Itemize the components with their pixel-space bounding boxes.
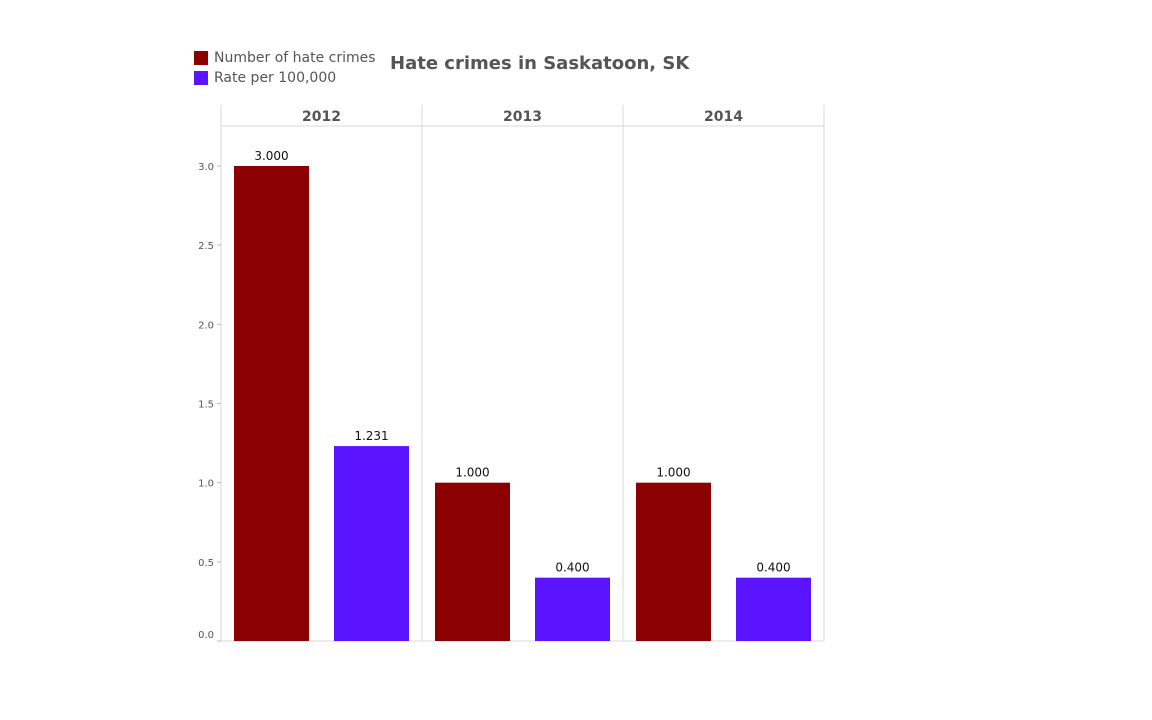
- y-tick-label: 3.0: [198, 162, 214, 173]
- panel-header-label: 2013: [503, 109, 542, 125]
- bar: [435, 482, 510, 641]
- panel-header-label: 2012: [302, 109, 341, 125]
- y-tick-label: 0.5: [198, 558, 214, 569]
- bar-value-label: 0.400: [756, 561, 790, 575]
- y-tick-label: 2.5: [198, 241, 214, 252]
- legend-swatch-hate-crimes: [194, 51, 208, 65]
- bar-value-label: 1.000: [656, 466, 690, 480]
- y-tick-label: 0.0: [198, 630, 214, 641]
- bar: [334, 446, 409, 641]
- y-tick-label: 1.5: [198, 400, 214, 411]
- y-tick-label: 1.0: [198, 479, 214, 490]
- legend-label-hate-crimes: Number of hate crimes: [214, 50, 376, 66]
- bar-value-label: 0.400: [555, 561, 589, 575]
- bar-value-label: 1.231: [354, 429, 388, 443]
- bar: [535, 577, 610, 641]
- panel-header-label: 2014: [704, 109, 743, 125]
- bar-value-label: 3.000: [254, 149, 288, 163]
- legend-item-hate-crimes: Number of hate crimes: [194, 50, 376, 66]
- legend-label-rate: Rate per 100,000: [214, 70, 337, 86]
- bar: [736, 577, 811, 641]
- y-tick-label: 2.0: [198, 320, 214, 331]
- legend-item-rate: Rate per 100,000: [194, 70, 336, 86]
- bar: [234, 166, 309, 641]
- chart-title: Hate crimes in Saskatoon, SK: [390, 53, 690, 74]
- bar-value-label: 1.000: [455, 466, 489, 480]
- legend-swatch-rate: [194, 71, 208, 85]
- bar: [636, 482, 711, 641]
